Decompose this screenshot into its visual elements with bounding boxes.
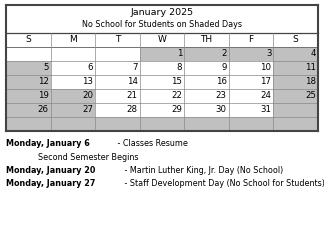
Text: 16: 16 xyxy=(216,77,227,86)
Text: Monday, January 27: Monday, January 27 xyxy=(6,180,95,188)
Text: 30: 30 xyxy=(216,105,227,114)
Text: 23: 23 xyxy=(216,91,227,100)
Text: 22: 22 xyxy=(171,91,182,100)
Bar xyxy=(184,89,229,103)
Bar xyxy=(140,117,184,131)
Bar xyxy=(184,103,229,117)
Bar xyxy=(95,89,140,103)
Bar xyxy=(51,33,95,47)
Bar xyxy=(95,47,140,61)
Bar xyxy=(140,33,184,47)
Bar xyxy=(95,61,140,75)
Bar xyxy=(51,103,95,117)
Text: Monday, January 20: Monday, January 20 xyxy=(6,166,95,175)
Text: 2: 2 xyxy=(221,49,227,58)
Bar xyxy=(229,75,273,89)
Text: 8: 8 xyxy=(177,63,182,72)
Text: 4: 4 xyxy=(310,49,316,58)
Text: 6: 6 xyxy=(88,63,93,72)
Bar xyxy=(273,117,318,131)
Bar xyxy=(140,47,184,61)
Text: - Classes Resume: - Classes Resume xyxy=(115,139,188,148)
Text: S: S xyxy=(25,36,31,45)
Text: 15: 15 xyxy=(171,77,182,86)
Bar xyxy=(273,47,318,61)
Bar xyxy=(140,61,184,75)
Bar xyxy=(229,117,273,131)
Text: 14: 14 xyxy=(127,77,138,86)
Text: - Martin Luther King, Jr. Day (No School): - Martin Luther King, Jr. Day (No School… xyxy=(122,166,283,175)
Text: T: T xyxy=(115,36,120,45)
Text: TH: TH xyxy=(201,36,213,45)
Bar xyxy=(184,47,229,61)
Text: Monday, January 6: Monday, January 6 xyxy=(6,139,90,148)
Bar xyxy=(6,33,51,47)
Bar xyxy=(51,75,95,89)
Text: 26: 26 xyxy=(38,105,49,114)
Text: 13: 13 xyxy=(82,77,93,86)
Bar xyxy=(229,61,273,75)
Text: 10: 10 xyxy=(260,63,272,72)
Bar xyxy=(273,61,318,75)
Text: 17: 17 xyxy=(260,77,272,86)
Bar xyxy=(140,103,184,117)
Bar xyxy=(6,117,51,131)
Text: 24: 24 xyxy=(260,91,272,100)
Text: 5: 5 xyxy=(43,63,49,72)
Bar xyxy=(95,33,140,47)
Bar xyxy=(51,89,95,103)
Text: 28: 28 xyxy=(127,105,138,114)
Bar xyxy=(229,47,273,61)
Text: M: M xyxy=(69,36,77,45)
Bar xyxy=(6,5,318,33)
Text: Second Semester Begins: Second Semester Begins xyxy=(38,152,138,161)
Text: 11: 11 xyxy=(305,63,316,72)
Text: January 2025: January 2025 xyxy=(131,9,193,17)
Text: 18: 18 xyxy=(305,77,316,86)
Bar xyxy=(95,75,140,89)
Text: S: S xyxy=(293,36,299,45)
Bar xyxy=(6,75,51,89)
Text: 3: 3 xyxy=(266,49,272,58)
Text: 31: 31 xyxy=(260,105,272,114)
Bar xyxy=(229,103,273,117)
Bar xyxy=(229,89,273,103)
Text: 7: 7 xyxy=(132,63,138,72)
Bar xyxy=(51,61,95,75)
Bar xyxy=(140,75,184,89)
Bar xyxy=(273,89,318,103)
Bar xyxy=(273,33,318,47)
Text: No School for Students on Shaded Days: No School for Students on Shaded Days xyxy=(82,21,242,29)
Text: F: F xyxy=(249,36,254,45)
Text: 20: 20 xyxy=(82,91,93,100)
Bar xyxy=(6,89,51,103)
Bar xyxy=(229,33,273,47)
Bar xyxy=(95,103,140,117)
Text: 1: 1 xyxy=(177,49,182,58)
Text: 27: 27 xyxy=(82,105,93,114)
Text: - Staff Development Day (No School for Students): - Staff Development Day (No School for S… xyxy=(122,180,324,188)
Bar xyxy=(6,61,51,75)
Bar xyxy=(6,47,51,61)
Bar xyxy=(184,33,229,47)
Bar xyxy=(184,117,229,131)
Text: 25: 25 xyxy=(305,91,316,100)
Bar xyxy=(51,117,95,131)
Text: 12: 12 xyxy=(38,77,49,86)
Text: 29: 29 xyxy=(171,105,182,114)
Bar xyxy=(51,47,95,61)
Bar xyxy=(273,103,318,117)
Text: 9: 9 xyxy=(222,63,227,72)
Bar xyxy=(6,103,51,117)
Text: W: W xyxy=(157,36,167,45)
Bar xyxy=(273,75,318,89)
Bar xyxy=(184,61,229,75)
Text: 21: 21 xyxy=(127,91,138,100)
Text: 19: 19 xyxy=(38,91,49,100)
Bar xyxy=(184,75,229,89)
Bar xyxy=(95,117,140,131)
Bar xyxy=(140,89,184,103)
